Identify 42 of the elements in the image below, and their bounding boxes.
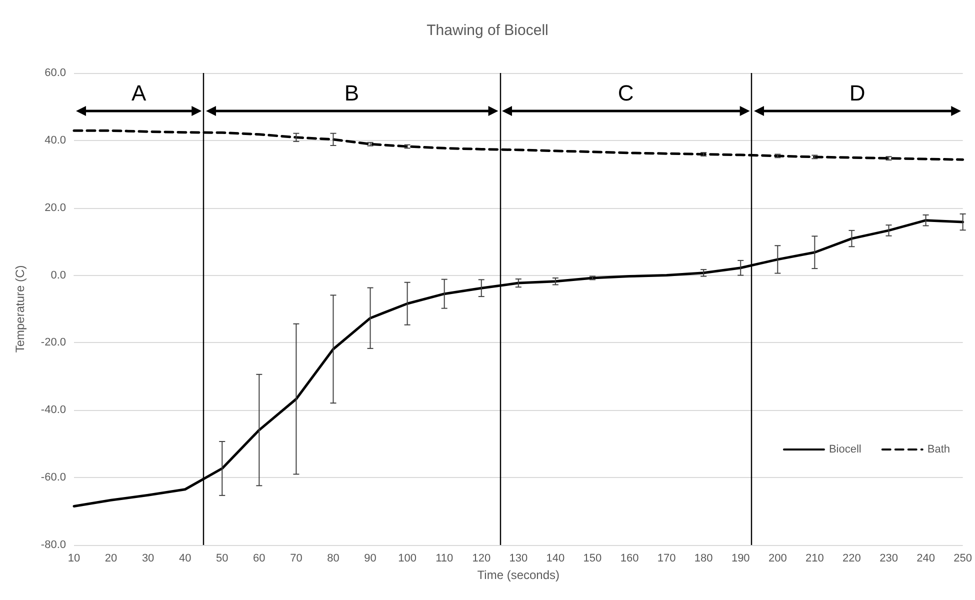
y-tick-label: 40.0 (44, 134, 66, 146)
x-tick-label: 30 (142, 552, 154, 564)
y-tick-label: -60.0 (40, 472, 66, 484)
x-tick-label: 50 (216, 552, 228, 564)
chart-title: Thawing of Biocell (426, 22, 548, 39)
annotation: D (849, 80, 866, 106)
x-tick-label: 80 (327, 552, 340, 564)
x-tick-label: 90 (364, 552, 376, 564)
x-tick-label: 140 (546, 552, 565, 564)
x-tick-label: 250 (954, 552, 972, 564)
y-tick-label: -40.0 (40, 404, 66, 416)
legend-label: Biocell (828, 444, 862, 456)
x-tick-label: 240 (916, 552, 935, 564)
annotation: A (131, 80, 146, 106)
x-tick-label: 160 (620, 552, 639, 564)
x-tick-label: 130 (509, 552, 528, 564)
x-tick-label: 170 (657, 552, 676, 564)
x-tick-label: 120 (472, 552, 491, 564)
x-tick-label: 10 (68, 552, 80, 564)
y-tick-label: -80.0 (40, 539, 66, 551)
y-tick-label: 0.0 (50, 269, 66, 282)
y-tick-label: 20.0 (44, 202, 66, 214)
y-tick-label: -20.0 (40, 336, 66, 349)
x-tick-label: 220 (842, 552, 861, 564)
x-axis-title: Time (seconds) (477, 568, 560, 582)
x-tick-label: 60 (253, 552, 266, 564)
x-tick-label: 210 (806, 552, 824, 564)
legend-label: Bath (927, 444, 950, 456)
x-tick-label: 110 (436, 552, 454, 564)
x-tick-label: 200 (768, 552, 787, 564)
x-tick-label: 100 (398, 552, 416, 564)
x-tick-label: 40 (178, 552, 192, 564)
x-tick-label: 70 (290, 552, 302, 564)
x-tick-label: 150 (583, 552, 602, 564)
x-tick-label: 20 (104, 552, 118, 564)
annotation: B (344, 80, 360, 106)
x-tick-label: 190 (731, 552, 750, 564)
x-tick-label: 230 (880, 552, 898, 564)
x-tick-label: 180 (694, 552, 713, 564)
y-tick-label: 60.0 (44, 67, 66, 79)
y-axis-title: Temperature (C) (13, 265, 27, 353)
annotation: C (618, 80, 634, 106)
